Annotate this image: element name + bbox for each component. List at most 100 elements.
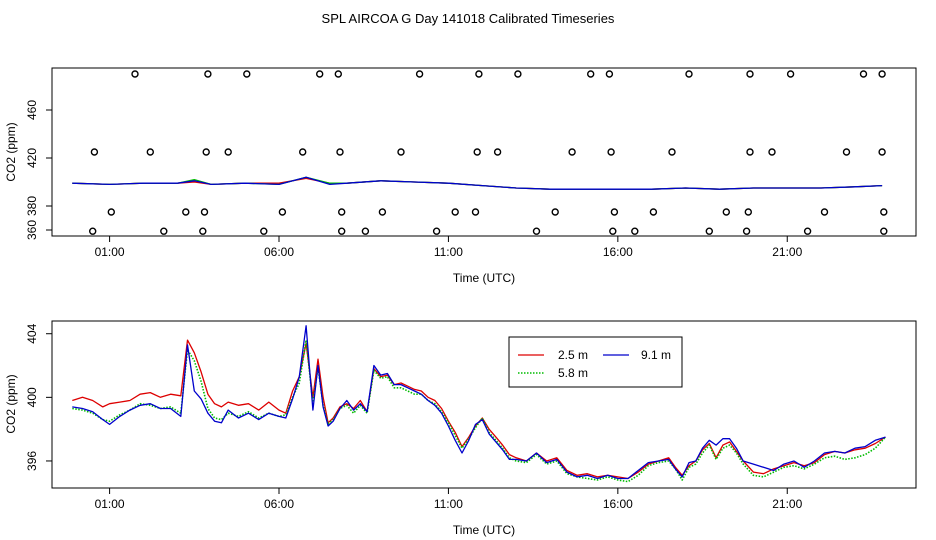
bottom-series-lines xyxy=(72,325,887,483)
top-marker-point xyxy=(668,148,676,156)
legend-label-9-1m: 9.1 m xyxy=(641,348,671,362)
top-marker-point xyxy=(746,70,754,78)
top-marker-point xyxy=(316,70,324,78)
top-marker-point xyxy=(338,227,346,235)
top-marker-point xyxy=(820,208,829,216)
top-marker-point xyxy=(607,148,615,156)
top-marker-point xyxy=(722,208,730,216)
top-marker-point xyxy=(107,208,116,216)
bottom-y-tick-label: 400 xyxy=(25,387,39,407)
top-marker-point xyxy=(200,208,209,216)
top-marker-point xyxy=(475,70,483,78)
top-marker-point xyxy=(131,70,139,78)
top-marker-point xyxy=(568,148,576,156)
bottom-x-tick-label: 11:00 xyxy=(434,497,463,511)
legend-label-2-5m: 2.5 m xyxy=(558,348,588,362)
top-marker-point xyxy=(768,148,776,156)
top-marker-point xyxy=(471,208,480,216)
bottom-y-axis-label: CO2 (ppm) xyxy=(4,374,18,433)
top-marker-point xyxy=(88,227,97,235)
top-x-tick-label: 16:00 xyxy=(603,245,633,259)
top-marker-point xyxy=(744,208,752,216)
top-marker-point xyxy=(551,208,559,216)
top-marker-point xyxy=(859,70,868,78)
top-marker-point xyxy=(224,148,232,156)
top-y-tick-label: 420 xyxy=(25,148,39,168)
bottom-x-axis-label: Time (UTC) xyxy=(453,523,515,537)
top-x-tick-label: 11:00 xyxy=(434,245,463,259)
bottom-x-tick-label: 01:00 xyxy=(95,497,125,511)
top-marker-point xyxy=(880,227,888,235)
top-marker-point xyxy=(90,148,99,156)
top-marker-point xyxy=(610,208,619,216)
bottom-series-5-8-m xyxy=(72,339,887,483)
top-y-axis-label: CO2 (ppm) xyxy=(4,122,18,181)
bottom-series-2-5-m xyxy=(72,339,886,480)
top-marker-point xyxy=(202,148,210,156)
bottom-x-tick-label: 16:00 xyxy=(603,497,633,511)
bottom-plot-frame xyxy=(51,320,917,489)
top-marker-point xyxy=(473,148,481,156)
top-marker-point xyxy=(336,148,344,156)
top-marker-point xyxy=(493,148,502,156)
top-panel: 01:00 06:00 11:00 16:00 21:00 360 380 420 460 T… xyxy=(4,67,917,285)
top-marker-point xyxy=(378,208,387,216)
top-line-9-1-m xyxy=(72,176,883,190)
top-marker-point xyxy=(514,70,522,78)
top-marker-point xyxy=(786,70,795,78)
top-marker-point xyxy=(432,227,441,235)
top-marker-point xyxy=(685,70,693,78)
top-marker-point xyxy=(842,148,851,156)
top-marker-point xyxy=(334,70,342,78)
top-y-tick-label: 460 xyxy=(25,100,39,120)
top-marker-point xyxy=(243,70,251,78)
top-marker-point xyxy=(397,148,405,156)
bottom-x-axis: 01:00 06:00 11:00 16:00 21:00 xyxy=(95,488,803,511)
top-marker-point xyxy=(160,227,168,235)
bottom-y-tick-label: 404 xyxy=(25,323,39,343)
top-marker-point xyxy=(182,208,190,216)
bottom-series-9-1-m xyxy=(72,325,886,480)
top-x-tick-label: 21:00 xyxy=(772,245,802,259)
top-markers xyxy=(88,70,888,235)
top-marker-point xyxy=(878,148,886,156)
top-marker-point xyxy=(532,227,541,235)
top-marker-point xyxy=(609,227,617,235)
top-marker-point xyxy=(299,148,307,156)
top-y-axis: 360 380 420 460 xyxy=(25,100,52,240)
bottom-y-axis: 396 400 404 xyxy=(25,323,52,471)
top-marker-point xyxy=(451,208,459,216)
chart-title: SPL AIRCOA G Day 141018 Calibrated Times… xyxy=(322,11,615,26)
top-x-axis-label: Time (UTC) xyxy=(453,271,515,285)
top-x-tick-label: 06:00 xyxy=(264,245,294,259)
legend: 2.5 m 9.1 m 5.8 m xyxy=(508,336,683,388)
top-x-axis: 01:00 06:00 11:00 16:00 21:00 xyxy=(95,236,803,259)
top-marker-point xyxy=(587,70,595,78)
top-x-tick-label: 01:00 xyxy=(95,245,125,259)
top-marker-point xyxy=(631,227,639,235)
bottom-panel: 01:00 06:00 11:00 16:00 21:00 396 400 404 Time… xyxy=(4,320,917,537)
top-y-tick-label: 360 xyxy=(25,220,39,240)
top-marker-point xyxy=(878,70,886,78)
bottom-y-tick-label: 396 xyxy=(25,451,39,471)
top-marker-point xyxy=(415,70,424,78)
top-plot-frame xyxy=(51,67,917,237)
top-marker-point xyxy=(880,208,888,216)
top-marker-point xyxy=(146,148,155,156)
top-marker-point xyxy=(260,227,268,235)
top-marker-point xyxy=(605,70,614,78)
bottom-x-tick-label: 21:00 xyxy=(772,497,802,511)
top-marker-point xyxy=(361,227,370,235)
legend-label-5-8m: 5.8 m xyxy=(558,366,588,380)
top-series-lines xyxy=(72,176,883,190)
legend-box xyxy=(508,336,683,388)
top-marker-point xyxy=(746,148,754,156)
bottom-x-tick-label: 06:00 xyxy=(264,497,294,511)
top-marker-point xyxy=(742,227,751,235)
top-marker-point xyxy=(278,208,287,216)
top-y-tick-label: 380 xyxy=(25,196,39,216)
top-marker-point xyxy=(649,208,658,216)
top-marker-point xyxy=(803,227,812,235)
top-marker-point xyxy=(199,227,207,235)
